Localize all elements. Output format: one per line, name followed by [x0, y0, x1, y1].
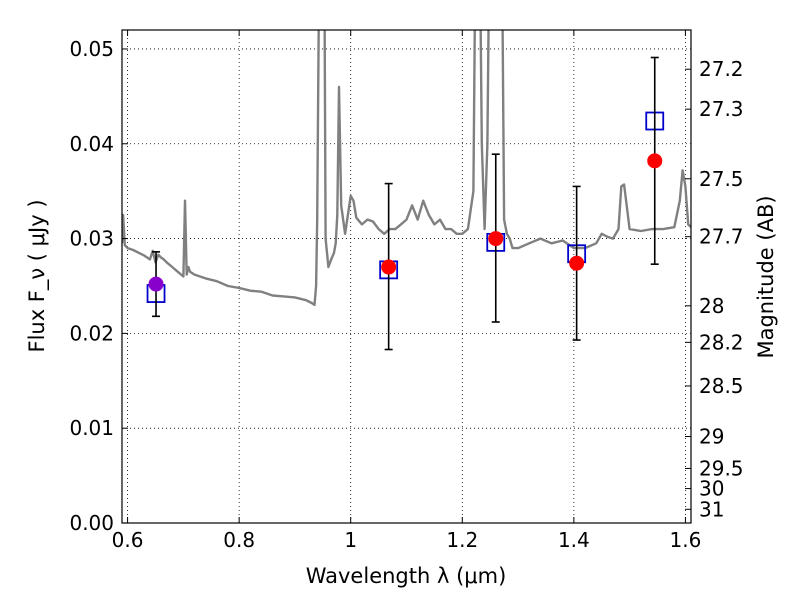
mag-tick-label: 28.2 [699, 330, 744, 354]
y-tick-label: 0.01 [69, 416, 114, 440]
mag-tick-label: 30 [699, 477, 724, 501]
plot-background [122, 30, 691, 523]
mag-tick-label: 31 [699, 497, 724, 521]
mag-tick-label: 29.5 [699, 456, 744, 480]
observed-point [148, 276, 164, 292]
points-layer [146, 56, 665, 351]
spectrum-layer [122, 30, 691, 307]
mag-tick-label: 28.5 [699, 374, 744, 398]
observed-point [381, 259, 397, 275]
mag-tick-label: 27.3 [699, 97, 744, 121]
y-tick-label: 0.03 [69, 227, 114, 251]
observed-point [488, 231, 504, 247]
y-tick-label: 0.02 [69, 321, 114, 345]
observed-point [569, 255, 585, 271]
mag-tick-label: 27.2 [699, 57, 744, 81]
mag-tick-label: 28 [699, 294, 724, 318]
mag-tick-label: 29 [699, 425, 724, 449]
x-tick-label: 0.8 [223, 528, 255, 552]
x-axis-title: Wavelength λ (μm) [306, 564, 507, 588]
y-tick-label: 0.04 [69, 132, 114, 156]
mag-tick-label: 27.7 [699, 225, 744, 249]
y-tick-label: 0.05 [69, 37, 114, 61]
x-tick-label: 1.4 [558, 528, 590, 552]
plot-frame [121, 29, 692, 524]
y2-axis-title: Magnitude (AB) [754, 195, 778, 358]
x-tick-label: 0.6 [112, 528, 144, 552]
x-tick-label: 1 [344, 528, 357, 552]
y-axis-title: Flux F_ν ( μJy ) [25, 199, 50, 352]
mag-tick-label: 27.5 [699, 167, 744, 191]
x-tick-label: 1.6 [670, 528, 702, 552]
observed-point [647, 153, 663, 169]
ticks-layer: 0.6 0.8 1 1.2 1.4 1.6 0.00 0.01 0.02 0.03 0.04 0.05… [69, 30, 744, 552]
x-tick-label: 1.2 [446, 528, 478, 552]
y-tick-label: 0.00 [69, 511, 114, 535]
model-spectrum-line [122, 30, 691, 307]
